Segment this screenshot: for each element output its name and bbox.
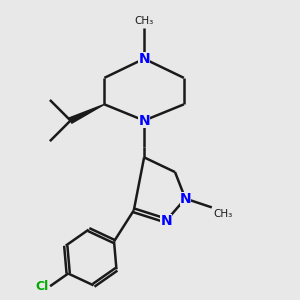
Text: CH₃: CH₃ bbox=[134, 16, 154, 26]
Text: N: N bbox=[160, 214, 172, 228]
Text: CH₃: CH₃ bbox=[213, 209, 232, 219]
Text: N: N bbox=[138, 114, 150, 128]
Text: N: N bbox=[138, 52, 150, 66]
Text: Cl: Cl bbox=[35, 280, 49, 293]
Polygon shape bbox=[69, 104, 104, 123]
Text: N: N bbox=[179, 192, 191, 206]
